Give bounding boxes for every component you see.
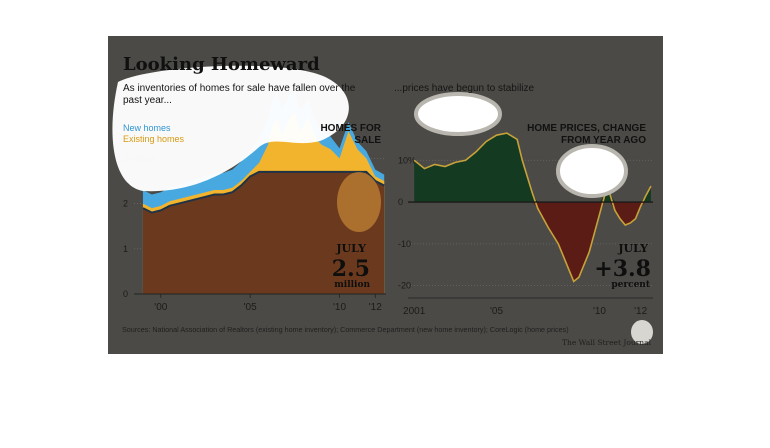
left-chart-header: HOMES FOR SALE [320, 123, 381, 146]
left-x-tick-label: '12 [369, 302, 382, 313]
highlight-blob-top-right [414, 92, 502, 136]
right-x-tick-label: '12 [634, 306, 647, 317]
right-y-tick-label: 0 [398, 197, 403, 207]
series-price-line [413, 132, 652, 283]
right-chart-header: HOME PRICES, CHANGE FROM YEAR AGO [527, 123, 646, 146]
left-y-tick-label: 0 [123, 289, 128, 299]
left-x-tick-label: '05 [244, 302, 257, 313]
highlight-blob-orange [337, 172, 381, 232]
source-note: Sources: National Association of Realtor… [122, 325, 569, 334]
right-x-tick-label: 2001 [403, 306, 426, 317]
right-callout-label: JULY [618, 242, 648, 255]
left-x-tick-label: '10 [333, 302, 346, 313]
left-subtitle: As inventories of homes for sale have fa… [123, 83, 356, 106]
charts-svg: 3 million210'00'05'10'1210%0-10-202001'0… [112, 65, 653, 344]
right-callout-value: +3.8 [594, 256, 651, 282]
right-y-tick-label: 10% [398, 155, 416, 165]
left-callout-unit: million [334, 280, 370, 290]
right-x-tick-label: '05 [490, 306, 503, 317]
left-y-tick-label: 1 [123, 244, 128, 254]
left-x-tick-label: '00 [154, 302, 167, 313]
highlight-blob-mid-right [556, 144, 628, 198]
right-y-tick-label: -20 [398, 281, 411, 291]
left-callout-value: 2.5 [331, 256, 370, 282]
series-price-negative [414, 202, 651, 282]
highlight-blob-left [112, 65, 349, 192]
right-callout-unit: percent [611, 280, 650, 290]
chart-panel: 3 million210'00'05'10'1210%0-10-202001'0… [108, 36, 663, 354]
highlight-blob-corner [631, 320, 653, 344]
legend-existing-homes: Existing homes [123, 134, 185, 144]
credit: The Wall Street Journal [561, 338, 651, 347]
page-title: Looking Homeward [123, 54, 320, 75]
left-y-tick-label: 2 [123, 199, 128, 209]
legend-new-homes: New homes [123, 123, 171, 133]
series-price-positive [414, 133, 651, 203]
right-subtitle: ...prices have begun to stabilize [394, 83, 535, 94]
inventory-body [142, 171, 385, 294]
right-x-tick-label: '10 [593, 306, 606, 317]
right-y-tick-label: -10 [398, 239, 411, 249]
left-callout-label: JULY [336, 242, 366, 255]
inventory-line [142, 170, 385, 214]
